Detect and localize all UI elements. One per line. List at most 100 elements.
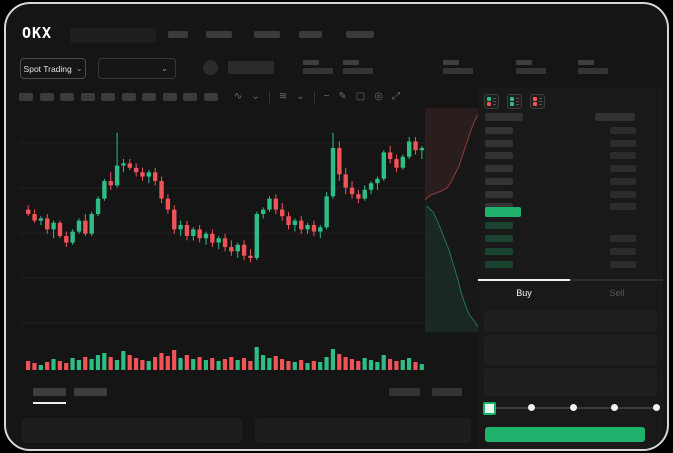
nav-item-3[interactable] bbox=[299, 31, 322, 38]
indicator-icon[interactable]: ≋ bbox=[278, 91, 288, 102]
nav-item-1[interactable] bbox=[206, 31, 232, 38]
trade-panel: Buy Sell bbox=[478, 88, 663, 449]
tab-buy[interactable]: Buy bbox=[516, 288, 532, 298]
coin-avatar bbox=[203, 60, 218, 75]
pair-dropdown[interactable]: ⌄ bbox=[98, 58, 176, 79]
stat-value-4 bbox=[578, 68, 608, 74]
line-chart-icon[interactable]: ∿ bbox=[234, 91, 243, 102]
ob-header-amount bbox=[595, 113, 635, 121]
ask-price-2[interactable] bbox=[485, 152, 513, 160]
chart-tools-toolbar: ∿ ⌄ ≋ ⌄ ~ ✎ ▢ ◎ ⤢ bbox=[234, 91, 400, 103]
fullscreen-icon[interactable]: ⤢ bbox=[391, 91, 400, 102]
ask-amount-1 bbox=[610, 139, 636, 147]
amount-slider[interactable] bbox=[483, 402, 660, 415]
depth-chart bbox=[425, 108, 481, 332]
tab-sell[interactable]: Sell bbox=[609, 288, 625, 298]
market-type-dropdown[interactable]: Spot Trading ⌄ bbox=[20, 58, 86, 79]
timeframe-button-7[interactable] bbox=[162, 93, 177, 101]
stat-label-3 bbox=[516, 60, 532, 65]
ask-price-6[interactable] bbox=[485, 203, 513, 211]
timeframe-button-4[interactable] bbox=[101, 93, 115, 101]
stat-value-0 bbox=[303, 68, 333, 74]
orderbook-mode-bids-icon[interactable] bbox=[507, 94, 522, 109]
ask-amount-6 bbox=[610, 203, 636, 211]
mini-lines bbox=[493, 98, 496, 105]
mini-lines bbox=[539, 98, 542, 105]
ask-price-5[interactable] bbox=[485, 190, 513, 198]
nav-item-2[interactable] bbox=[254, 31, 280, 38]
toolbar-divider bbox=[268, 91, 270, 103]
order-input-2[interactable] bbox=[484, 368, 657, 396]
bid-price-2[interactable] bbox=[485, 248, 513, 255]
bottom-panel-1 bbox=[255, 418, 471, 443]
bottom-tab-1[interactable] bbox=[74, 388, 107, 396]
search-input[interactable] bbox=[70, 28, 156, 43]
ask-amount-2 bbox=[610, 152, 636, 160]
chevron-down-icon: ⌄ bbox=[161, 63, 168, 73]
tab-divider bbox=[478, 279, 663, 281]
timeframe-button-5[interactable] bbox=[121, 93, 136, 101]
stat-label-0 bbox=[303, 60, 319, 65]
ask-price-0[interactable] bbox=[485, 127, 513, 134]
orderbook-mode-asks-icon[interactable] bbox=[530, 94, 545, 109]
app-window: OKX Spot Trading ⌄ ⌄ ∿ ⌄ ≋ ⌄ ~ ✎ ▢ ◎ ⤢ bbox=[4, 2, 669, 451]
trendline-tool-icon[interactable]: ~ bbox=[323, 91, 330, 102]
ask-amount-3 bbox=[610, 165, 636, 173]
buy-submit-button[interactable] bbox=[485, 427, 645, 442]
nav-item-4[interactable] bbox=[346, 31, 374, 38]
order-input-1[interactable] bbox=[484, 335, 657, 365]
ask-price-3[interactable] bbox=[485, 165, 513, 173]
slider-stop-2[interactable] bbox=[569, 404, 577, 411]
bid-price-1[interactable] bbox=[485, 235, 513, 242]
slider-stop-1[interactable] bbox=[527, 404, 535, 411]
stat-label-1 bbox=[343, 60, 359, 65]
mini-lines bbox=[516, 98, 519, 105]
ask-price-1[interactable] bbox=[485, 139, 513, 147]
stat-value-3 bbox=[516, 68, 546, 74]
bottom-tab-underline bbox=[33, 402, 66, 404]
bottom-panel-0 bbox=[22, 418, 242, 443]
indicator-chevron-icon[interactable]: ⌄ bbox=[296, 91, 305, 102]
timeframe-button-2[interactable] bbox=[60, 93, 74, 101]
timeframe-button-0[interactable] bbox=[19, 93, 33, 101]
timeframe-button-3[interactable] bbox=[80, 93, 95, 101]
pair-name-placeholder bbox=[228, 61, 274, 74]
bottom-action-0[interactable] bbox=[389, 388, 420, 396]
timeframe-button-8[interactable] bbox=[183, 93, 197, 101]
orderbook-mode-both-icon[interactable] bbox=[484, 94, 499, 109]
snapshot-icon[interactable]: ▢ bbox=[355, 91, 366, 102]
bid-price-3[interactable] bbox=[485, 261, 513, 268]
mini-bars bbox=[510, 97, 514, 106]
settings-icon[interactable]: ◎ bbox=[374, 91, 383, 102]
order-input-0[interactable] bbox=[484, 310, 657, 332]
candlestick-chart[interactable] bbox=[20, 108, 426, 340]
bottom-action-1[interactable] bbox=[432, 388, 462, 396]
volume-bars bbox=[26, 347, 424, 370]
bottom-tab-0[interactable] bbox=[33, 388, 66, 396]
slider-handle[interactable] bbox=[483, 402, 496, 415]
stat-value-1 bbox=[343, 68, 373, 74]
nav-item-0[interactable] bbox=[168, 31, 188, 38]
ask-amount-4 bbox=[610, 177, 636, 185]
orderbook-mode-toggles bbox=[484, 94, 545, 109]
slider-stop-4[interactable] bbox=[653, 404, 660, 411]
chevron-down-icon: ⌄ bbox=[75, 63, 83, 73]
bid-amount-3 bbox=[610, 261, 636, 268]
mini-bars bbox=[533, 97, 537, 106]
ask-price-4[interactable] bbox=[485, 177, 513, 185]
mini-bars bbox=[487, 97, 491, 106]
active-tab-underline bbox=[478, 279, 570, 281]
timeframe-button-1[interactable] bbox=[39, 93, 54, 101]
timeframe-button-6[interactable] bbox=[142, 93, 156, 101]
slider-stop-3[interactable] bbox=[611, 404, 619, 411]
bid-price-0[interactable] bbox=[485, 222, 513, 229]
ask-amount-5 bbox=[610, 190, 636, 198]
last-price-bar bbox=[485, 207, 521, 217]
bid-amount-2 bbox=[610, 248, 636, 255]
stat-label-2 bbox=[443, 60, 459, 65]
chart-type-chevron-icon[interactable]: ⌄ bbox=[251, 91, 260, 102]
draw-tool-icon[interactable]: ✎ bbox=[338, 91, 347, 102]
ob-header-price bbox=[485, 113, 523, 121]
timeframe-button-9[interactable] bbox=[203, 93, 218, 101]
